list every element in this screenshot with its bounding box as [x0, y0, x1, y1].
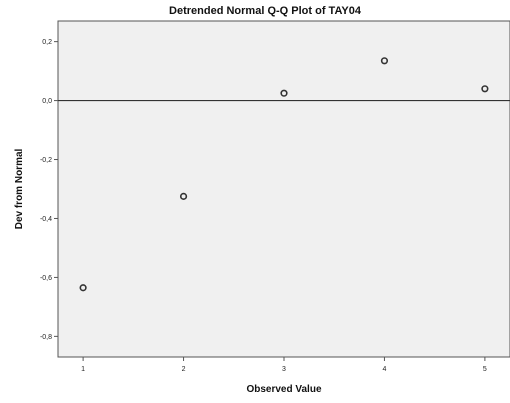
y-axis-label: Dev from Normal	[14, 148, 25, 229]
points-layer	[79, 57, 489, 292]
x-tick-label: 4	[382, 366, 386, 373]
x-tick-label: 3	[282, 366, 286, 373]
chart-title: Detrended Normal Q-Q Plot of TAY04	[169, 5, 362, 17]
y-tick-label: -0,8	[40, 334, 52, 341]
y-tick-label: 0,0	[42, 98, 52, 105]
x-axis-label: Observed Value	[246, 384, 321, 395]
y-axis: 0,2 0,0 -0,2 -0,4 -0,6 -0,8	[40, 39, 58, 341]
x-tick-label: 2	[182, 366, 186, 373]
y-tick-label: 0,2	[42, 39, 52, 46]
y-tick-label: -0,2	[40, 157, 52, 164]
data-point	[380, 57, 389, 65]
data-point	[179, 192, 188, 200]
data-point	[481, 85, 489, 93]
x-tick-label: 1	[81, 366, 85, 373]
x-tick-label: 5	[483, 366, 487, 373]
plot-area	[57, 20, 510, 358]
x-axis: 1 2 3 4 5	[81, 357, 487, 373]
data-point	[280, 89, 288, 97]
y-tick-label: -0,6	[40, 275, 52, 282]
y-tick-label: -0,4	[40, 216, 52, 223]
data-point	[79, 284, 87, 292]
